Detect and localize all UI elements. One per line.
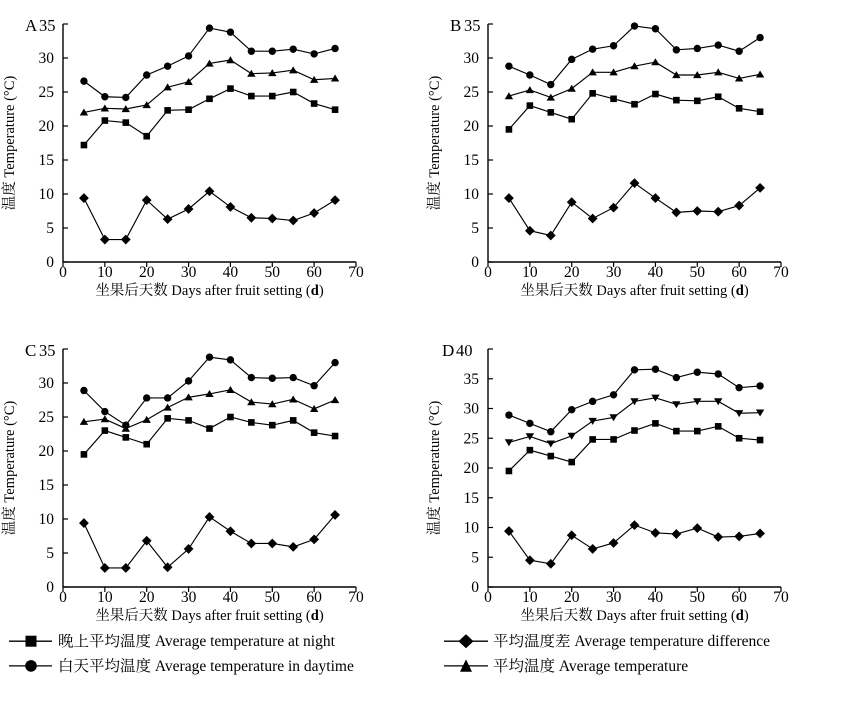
- svg-text:70: 70: [773, 589, 789, 606]
- svg-text:A: A: [25, 16, 38, 35]
- svg-text:35: 35: [464, 16, 481, 35]
- svg-text:40: 40: [648, 264, 664, 281]
- svg-text:50: 50: [265, 589, 281, 606]
- svg-text:20: 20: [564, 264, 580, 281]
- svg-text:平均温度差 Average temperature diff: 平均温度差 Average temperature difference: [493, 634, 770, 650]
- svg-text:5: 5: [471, 549, 479, 566]
- svg-text:15: 15: [464, 490, 480, 507]
- svg-text:35: 35: [39, 341, 56, 360]
- svg-text:坐果后天数 Days after fruit setting: 坐果后天数 Days after fruit setting (d): [95, 607, 324, 624]
- svg-text:15: 15: [464, 152, 480, 169]
- svg-text:35: 35: [464, 371, 480, 388]
- svg-text:25: 25: [464, 430, 480, 447]
- svg-text:5: 5: [46, 545, 54, 562]
- svg-text:20: 20: [464, 118, 480, 135]
- svg-text:30: 30: [181, 264, 197, 281]
- svg-text:0: 0: [59, 589, 67, 606]
- svg-text:50: 50: [265, 264, 281, 281]
- svg-text:35: 35: [39, 16, 56, 35]
- svg-text:15: 15: [39, 477, 55, 494]
- svg-text:白天平均温度 Average temperature in: 白天平均温度 Average temperature in daytime: [58, 657, 354, 675]
- svg-text:0: 0: [484, 264, 492, 281]
- svg-text:25: 25: [464, 84, 480, 101]
- svg-text:坐果后天数 Days after fruit setting: 坐果后天数 Days after fruit setting (d): [520, 607, 749, 624]
- svg-text:温度 Temperature (°C): 温度 Temperature (°C): [0, 76, 18, 211]
- svg-text:30: 30: [181, 589, 197, 606]
- svg-text:10: 10: [97, 264, 113, 281]
- svg-text:0: 0: [59, 264, 67, 281]
- svg-text:0: 0: [46, 579, 54, 596]
- svg-text:40: 40: [648, 589, 664, 606]
- svg-text:50: 50: [690, 589, 706, 606]
- svg-text:10: 10: [97, 589, 113, 606]
- svg-text:40: 40: [223, 264, 239, 281]
- svg-text:30: 30: [464, 401, 480, 418]
- svg-text:70: 70: [348, 589, 364, 606]
- svg-text:20: 20: [139, 589, 155, 606]
- svg-text:40: 40: [223, 589, 239, 606]
- svg-text:B: B: [450, 16, 461, 35]
- svg-text:10: 10: [464, 520, 480, 537]
- svg-text:20: 20: [139, 264, 155, 281]
- svg-text:0: 0: [484, 589, 492, 606]
- svg-text:30: 30: [606, 589, 622, 606]
- svg-text:5: 5: [471, 220, 479, 237]
- svg-text:20: 20: [39, 118, 55, 135]
- svg-text:25: 25: [39, 409, 55, 426]
- svg-text:5: 5: [46, 220, 54, 237]
- svg-text:温度 Temperature (°C): 温度 Temperature (°C): [425, 401, 443, 536]
- svg-text:40: 40: [456, 341, 473, 360]
- svg-text:50: 50: [690, 264, 706, 281]
- svg-text:60: 60: [306, 264, 322, 281]
- svg-text:晚上平均温度 Average temperature at: 晚上平均温度 Average temperature at night: [58, 634, 336, 650]
- svg-text:15: 15: [39, 152, 55, 169]
- svg-text:60: 60: [306, 589, 322, 606]
- svg-text:10: 10: [522, 589, 538, 606]
- svg-text:60: 60: [731, 264, 747, 281]
- svg-text:30: 30: [606, 264, 622, 281]
- svg-text:0: 0: [471, 579, 479, 596]
- svg-text:10: 10: [39, 511, 55, 528]
- svg-text:坐果后天数 Days after fruit setting: 坐果后天数 Days after fruit setting (d): [520, 282, 749, 299]
- svg-text:70: 70: [773, 264, 789, 281]
- svg-text:10: 10: [464, 186, 480, 203]
- svg-text:D: D: [442, 341, 454, 360]
- svg-text:70: 70: [348, 264, 364, 281]
- svg-text:0: 0: [46, 254, 54, 271]
- svg-text:60: 60: [731, 589, 747, 606]
- svg-text:30: 30: [39, 375, 55, 392]
- svg-text:温度 Temperature (°C): 温度 Temperature (°C): [0, 401, 18, 536]
- svg-text:20: 20: [564, 589, 580, 606]
- svg-text:0: 0: [471, 254, 479, 271]
- svg-text:10: 10: [522, 264, 538, 281]
- svg-text:20: 20: [39, 443, 55, 460]
- svg-text:坐果后天数 Days after fruit setting: 坐果后天数 Days after fruit setting (d): [95, 282, 324, 299]
- svg-text:20: 20: [464, 460, 480, 477]
- svg-text:温度 Temperature (°C): 温度 Temperature (°C): [425, 76, 443, 211]
- svg-text:30: 30: [39, 50, 55, 67]
- svg-text:10: 10: [39, 186, 55, 203]
- svg-text:C: C: [25, 341, 36, 360]
- svg-text:平均温度 Average temperature: 平均温度 Average temperature: [493, 657, 688, 675]
- svg-text:25: 25: [39, 84, 55, 101]
- svg-text:30: 30: [464, 50, 480, 67]
